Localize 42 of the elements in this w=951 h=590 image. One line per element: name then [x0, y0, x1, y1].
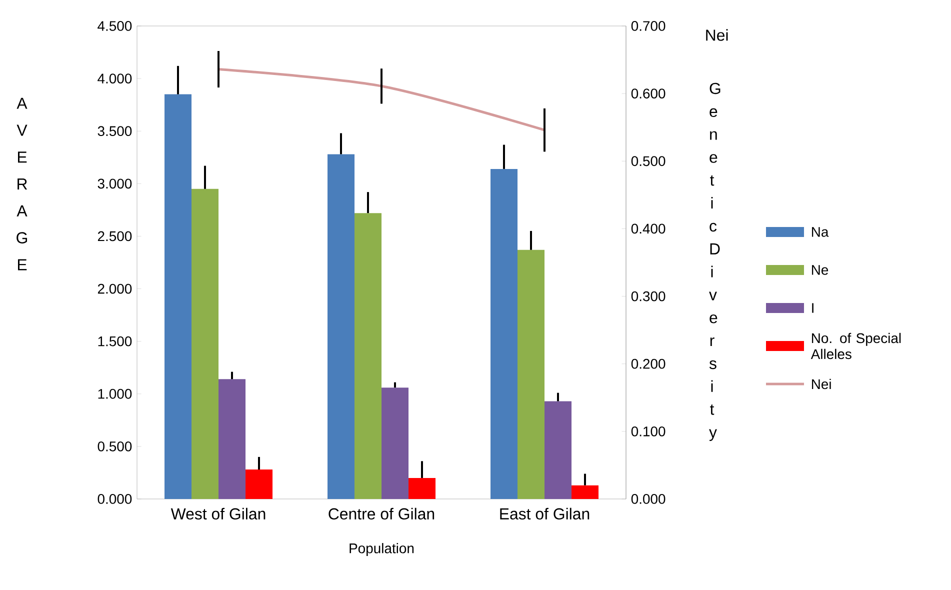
- bar: [544, 401, 572, 499]
- y-tick-label: 0.000: [98, 494, 132, 504]
- y2-tick-label: 0.200: [631, 358, 666, 369]
- y2-tick-label: 0.500: [631, 156, 666, 166]
- bar: [382, 388, 409, 499]
- y2-tick-label: 0.100: [631, 426, 666, 436]
- legend-label: Na: [812, 227, 829, 237]
- y-tick-label: 1.500: [98, 336, 132, 346]
- legend-label: I: [812, 303, 814, 313]
- y2-tick-label: 0.400: [631, 224, 666, 234]
- bar: [328, 154, 355, 499]
- bar: [164, 94, 192, 499]
- legend-label: Nei: [812, 378, 831, 390]
- x-tick-label: West of Gilan: [170, 508, 266, 520]
- y-tick-label: 2.500: [98, 231, 132, 242]
- y-tick-label: 1.000: [98, 388, 132, 399]
- bar: [192, 188, 219, 499]
- y-tick-label: 0.500: [98, 441, 132, 452]
- y-tick-label: 3.500: [98, 126, 132, 136]
- x-tick-label: Centre of Gilan: [328, 508, 434, 520]
- y2-tick-label: 0.300: [631, 291, 666, 302]
- text: Genetic Diversity: [709, 82, 720, 441]
- bar: [354, 213, 382, 499]
- x-tick-label: East of Gilan: [500, 508, 590, 520]
- y-tick-label: 2.000: [98, 284, 132, 294]
- text: Nei: [706, 29, 728, 41]
- legend-label: Ne: [812, 265, 828, 275]
- y2-tick-label: 0.600: [631, 88, 666, 99]
- legend-label: No. of Special Alleles: [810, 332, 901, 360]
- bar: [518, 250, 545, 499]
- x-axis-title: Population: [350, 543, 414, 556]
- bar: [218, 379, 246, 499]
- y-tick-label: 4.500: [98, 21, 132, 31]
- bar: [572, 485, 599, 499]
- bar: [490, 168, 518, 499]
- y-axis-title: AVERAGE: [16, 98, 28, 270]
- y-tick-label: 3.000: [98, 178, 132, 189]
- bar: [408, 478, 436, 499]
- y2-tick-label: 0.000: [631, 494, 666, 504]
- y2-tick-label: 0.700: [631, 21, 666, 31]
- y-tick-label: 4.000: [98, 74, 132, 84]
- bar: [246, 470, 273, 499]
